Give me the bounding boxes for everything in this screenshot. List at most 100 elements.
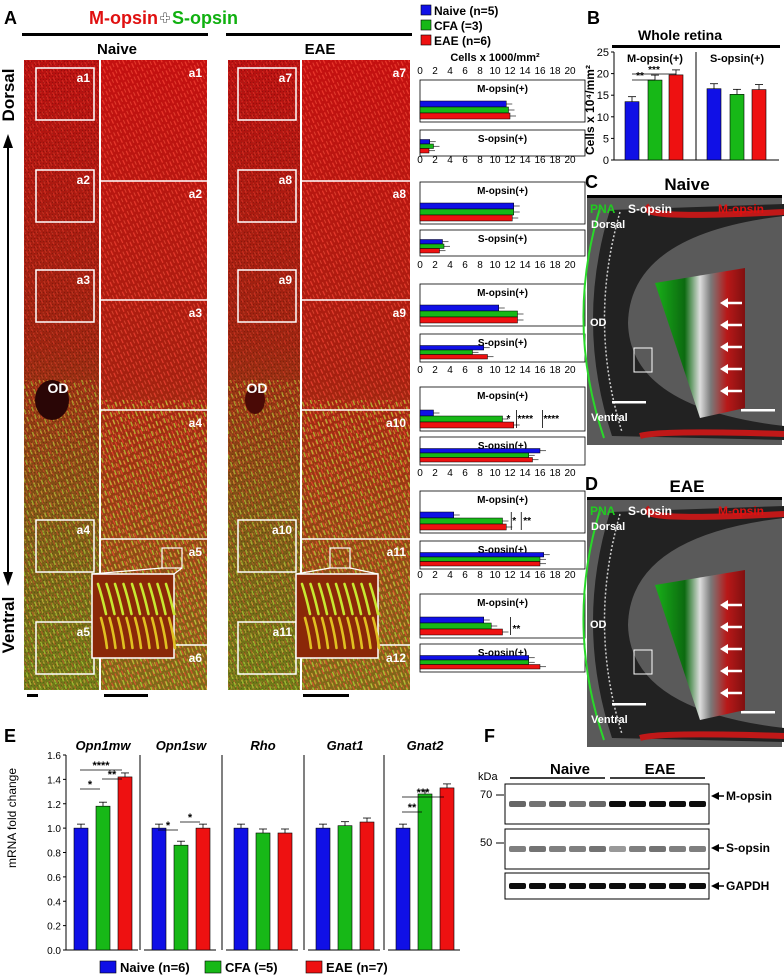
chart-a-tick-label: 18 [549,365,561,376]
legend-e-item: CFA (=5) [225,960,278,975]
legend-e-swatch [305,960,323,974]
m-opsin-blot-band [609,801,626,807]
retina-section [592,204,784,440]
scale-bar [741,711,775,714]
chart-a-tick-label: 8 [477,155,483,166]
eae-region-label: a7 [279,71,293,85]
chart-a-sig: * [512,516,516,527]
eae-region-label: a12 [272,725,292,739]
chart-e-tick-label: 0.4 [47,897,61,908]
chart-a-bar [419,517,503,525]
panel-cd-title: EAE [670,477,705,496]
inset-line [349,567,379,575]
arrow-head [720,320,728,330]
chart-a-group-label: M-opsin(+) [477,288,528,299]
gapdh-blot-band [629,883,646,889]
inset-cone [309,582,320,616]
eae-region-label: a9 [279,273,293,287]
blot-arrow [711,844,719,852]
inset-cone [368,582,380,616]
chart-a-bar [419,139,430,145]
chart-e-bar [439,787,455,951]
chart-e-sig: * [188,812,193,824]
inset-cone [329,616,338,650]
eae-region-label: a10 [272,523,292,537]
chart-b-bar [647,79,663,161]
chart-b-tick-label: 5 [603,133,609,145]
chart-a-tick-label: 0 [417,260,423,271]
chart-e-bar [173,844,189,951]
naive-zoom-label: a2 [189,187,203,201]
m-opsin-blot-band [529,801,546,807]
inset-cone [99,616,109,650]
chart-a-bar [419,664,541,670]
m-opsin-layer [639,429,784,439]
chart-a-bar [419,409,434,417]
naive-region-label: a1 [77,71,91,85]
naive-region-box [35,721,95,775]
inset-cone [354,616,364,650]
chart-e-bar [233,827,249,951]
m-opsin-label: M-opsin [718,504,764,518]
chart-a-tick-label: 4 [447,155,453,166]
inset-cone [326,582,337,616]
arrow-head [720,298,728,308]
dorsal-label: Dorsal [591,219,625,231]
chart-a-bar [419,628,503,636]
pna-layer [582,509,605,741]
chart-e-sig: ** [108,769,117,781]
chart-a-tick-label: 10 [489,260,501,271]
chart-a-tick-label: 6 [462,260,468,271]
chart-a-tick-label: 10 [489,66,501,77]
chart-e-sig: *** [417,787,431,799]
chart-a-bar [419,202,514,210]
chart-b-header-bar [612,45,780,48]
retina-inset-crop [655,570,745,720]
chart-a-bar [419,556,541,562]
chart-a-bar [419,304,499,312]
chart-b-sig: ** [636,71,644,82]
chart-b-bar [624,101,640,161]
chart-a-xlabel: Cells x 1000/mm² [450,52,540,64]
inset-cone [320,616,330,650]
inset-cone [300,582,312,616]
inset-cone [105,582,116,616]
m-opsin-blot-band [569,801,586,807]
chart-a-tick-label: 8 [477,365,483,376]
chart-b-bar [729,94,745,161]
chart-e-bar [117,776,133,951]
chart-a-bar [419,523,507,531]
chart-a-sig: **** [518,414,534,425]
naive-region-box [35,67,95,121]
chart-a-bar [419,112,511,120]
inset-cone [303,616,313,650]
arrow-head [720,666,728,676]
panel-letter: D [585,474,598,494]
chart-a-tick-label: 12 [504,365,516,376]
chart-b-tick-label: 10 [597,112,609,124]
chart-a-tick-label: 6 [462,365,468,376]
eae-region-label: a8 [279,173,293,187]
chart-b-bar [706,88,722,161]
chart-e-tick-label: 0.6 [47,873,61,884]
chart-a-tick-label: 14 [519,155,531,166]
legend-e-swatch [99,960,117,974]
blot-group-eae: EAE [645,761,676,778]
chart-a-bar [419,310,518,318]
chart-a-tick-label: 2 [432,468,438,479]
chart-a-sig: ** [513,624,521,635]
inset-cone [116,616,126,650]
arrow-head [720,622,728,632]
gapdh-blot-band [569,883,586,889]
inset-cone [156,582,167,616]
s-opsin-blot-band [629,846,646,852]
column-label-naive: Naive [97,41,137,58]
chart-e-sig: * [88,779,93,791]
m-opsin-blot-band [669,801,686,807]
s-opsin-blot-band [509,846,526,852]
chart-e-ylabel: mRNA fold change [5,768,19,868]
s-opsin-label: S-opsin [628,504,672,518]
chart-e-bar [151,827,167,951]
inset-cone [317,582,329,616]
naive-zoom-label: a4 [189,416,203,430]
